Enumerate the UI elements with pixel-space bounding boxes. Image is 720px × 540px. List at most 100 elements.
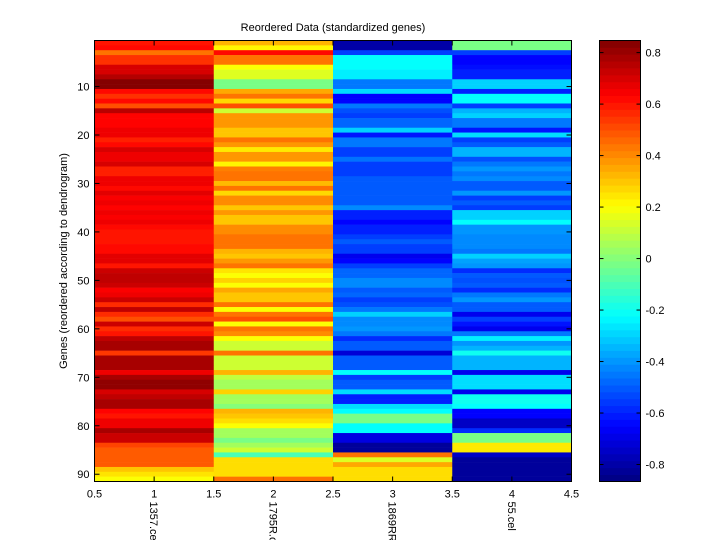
colorbar-tick-label: 0.6 xyxy=(646,99,661,111)
heatmap-cell xyxy=(213,311,334,318)
heatmap-cell xyxy=(213,442,334,448)
colorbar-segment xyxy=(599,385,641,393)
heatmap-cell xyxy=(94,321,215,327)
heatmap-cell xyxy=(94,394,215,400)
heatmap-cell xyxy=(213,408,334,414)
heatmap-cell xyxy=(452,50,572,56)
heatmap-cell xyxy=(94,219,215,225)
heatmap-cell xyxy=(94,331,215,337)
heatmap-cell xyxy=(94,195,215,201)
x-tick-label: 4 xyxy=(509,489,515,501)
heatmap-cell xyxy=(452,214,572,221)
heatmap-cell xyxy=(333,336,453,342)
heatmap-cell xyxy=(94,326,215,332)
colorbar-segment xyxy=(599,116,641,124)
heatmap-cell xyxy=(452,292,572,298)
heatmap-cell xyxy=(213,195,334,201)
heatmap-cell xyxy=(333,64,453,70)
heatmap-cell xyxy=(213,118,334,124)
heatmap-cell xyxy=(333,214,453,221)
colorbar-segment xyxy=(599,419,641,427)
heatmap-cell xyxy=(94,161,215,167)
colorbar-segment xyxy=(599,440,641,448)
heatmap-cell xyxy=(213,413,334,419)
heatmap-cell xyxy=(213,219,334,225)
heatmap-cell xyxy=(94,108,215,114)
heatmap-cell xyxy=(213,156,334,162)
heatmap-cell xyxy=(452,433,572,439)
heatmap-cell xyxy=(333,360,453,366)
heatmap-cell xyxy=(333,433,453,439)
heatmap-cell xyxy=(213,127,334,133)
heatmap-cell xyxy=(333,268,453,274)
heatmap-cell xyxy=(333,466,453,473)
colorbar-segment xyxy=(599,371,641,379)
heatmap-cell xyxy=(213,84,334,90)
heatmap-cell xyxy=(213,302,334,308)
colorbar-segment xyxy=(599,261,641,269)
heatmap-cell xyxy=(452,408,572,414)
heatmap-cell xyxy=(213,132,334,138)
y-tick-label: 20 xyxy=(77,130,89,142)
x-tick-label: 2 xyxy=(270,489,276,501)
heatmap-cell xyxy=(452,399,572,405)
heatmap-cell xyxy=(94,307,215,313)
heatmap-cell xyxy=(333,84,453,90)
heatmap-cell xyxy=(94,244,215,250)
colorbar-frame xyxy=(599,40,641,482)
colorbar-segment xyxy=(599,219,641,227)
heatmap-cell xyxy=(333,248,453,255)
colorbar-segment xyxy=(599,329,641,338)
heatmap-cell xyxy=(213,244,334,250)
heatmap-cell xyxy=(94,103,215,109)
heatmap-cell xyxy=(333,331,453,337)
heatmap-cell xyxy=(333,399,453,405)
heatmap-cell xyxy=(94,185,215,192)
colorbar-segment xyxy=(599,130,641,138)
heatmap-cell xyxy=(452,374,572,381)
heatmap-cell xyxy=(333,282,453,288)
heatmap-cell xyxy=(333,166,453,172)
heatmap-cell xyxy=(94,302,215,308)
y-tick-label: 40 xyxy=(77,227,89,239)
colorbar-tick-label: -0.8 xyxy=(646,460,665,472)
heatmap-cell xyxy=(213,176,334,182)
heatmap-cell xyxy=(452,384,572,390)
heatmap-cell xyxy=(94,433,215,439)
heatmap-cell xyxy=(333,374,453,381)
heatmap-cell xyxy=(94,370,215,376)
colorbar-segment xyxy=(599,267,641,276)
heatmap-cell xyxy=(452,326,572,332)
colorbar-segment xyxy=(599,205,641,214)
heatmap-cell xyxy=(94,442,215,448)
colorbar-tick-label: -0.4 xyxy=(646,357,665,369)
heatmap-cell xyxy=(94,437,215,444)
heatmap-cell xyxy=(213,428,334,434)
heatmap-cell xyxy=(213,147,334,153)
colorbar-segment xyxy=(599,61,641,69)
heatmap-cell xyxy=(333,423,453,429)
colorbar-segment xyxy=(599,143,641,152)
heatmap-cell xyxy=(452,452,572,458)
heatmap-cell xyxy=(94,118,215,124)
heatmap-cell xyxy=(452,345,572,351)
heatmap-cell xyxy=(94,384,215,390)
heatmap-cell xyxy=(333,190,453,196)
heatmap-cell xyxy=(333,413,453,419)
heatmap-cell xyxy=(94,122,215,129)
heatmap-cell xyxy=(452,132,572,138)
colorbar-segment xyxy=(599,212,641,221)
colorbar-segment xyxy=(599,123,641,131)
colorbar-ticks: 0.8 0.6 0.4 0.2 0 -0.2 -0.4 -0.6 -0.8 xyxy=(599,48,665,472)
heatmap-cell xyxy=(452,55,572,61)
colorbar-segment xyxy=(599,378,641,386)
heatmap-cell xyxy=(333,113,453,119)
heatmap-cell xyxy=(213,253,334,259)
heatmap-cell xyxy=(452,88,572,95)
heatmap-cell xyxy=(213,79,334,85)
colorbar-tick-label: -0.6 xyxy=(646,408,665,420)
colorbar-segment xyxy=(599,185,641,193)
heatmap-cell xyxy=(333,205,453,211)
y-tick-label: 30 xyxy=(77,178,89,190)
colorbar-segment xyxy=(599,81,641,90)
